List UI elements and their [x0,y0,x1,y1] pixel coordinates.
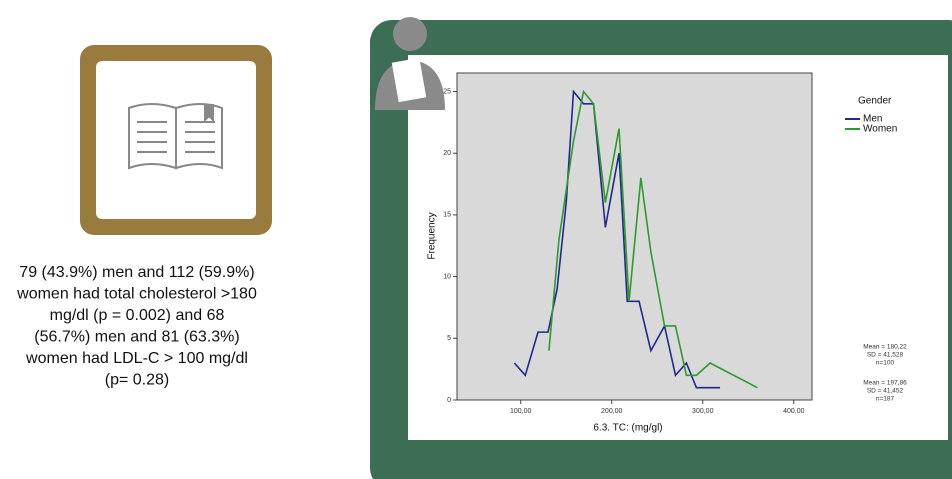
y-tick-label: 10 [443,273,451,280]
caption-line: mg/dl (p = 0.002) and 68 [50,307,225,324]
stats-label: SD = 41,452 [867,388,904,395]
x-tick-label: 100,00 [510,408,532,415]
caption-line: women had LDL-C > 100 mg/dl [25,350,248,367]
legend-label: Women [863,124,897,135]
y-tick-label: 0 [447,397,451,404]
caption-line: women had total cholesterol >180 [16,286,257,303]
y-axis-label: Frequency [427,212,438,259]
stats-label: Mean = 197,86 [863,380,907,387]
person-icon [375,17,445,110]
x-axis-label: 6.3. TC: (mg/gl) [593,423,662,434]
caption-line: (56.7%) men and 81 (63.3%) [34,329,239,346]
x-tick-label: 300,00 [692,408,714,415]
legend-title: Gender [858,96,892,107]
legend-label: Men [863,114,882,125]
stats-label: SD = 41,528 [867,352,904,359]
x-tick-label: 200,00 [601,408,623,415]
y-tick-label: 15 [443,212,451,219]
y-tick-label: 25 [443,88,451,95]
y-tick-label: 20 [443,150,451,157]
series-line [513,89,721,389]
book-icon [128,103,223,170]
stats-label: n=187 [876,396,895,403]
caption-line: (p= 0.28) [105,372,169,389]
y-tick-label: 5 [447,335,451,342]
caption-line: 79 (43.9%) men and 112 (59.9%) [19,264,254,281]
series-line [548,89,758,389]
stats-label: Mean = 180,22 [863,344,907,351]
caption: 79 (43.9%) men and 112 (59.9%) women had … [16,264,257,389]
stats-label: n=100 [876,360,895,367]
x-tick-label: 400,00 [783,408,805,415]
